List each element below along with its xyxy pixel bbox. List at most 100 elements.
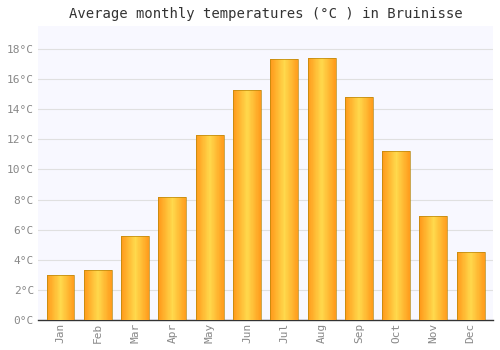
Bar (456, 252, 484, 320)
Bar (473, 252, 474, 320)
Bar (308, 58, 336, 320)
Bar (464, 252, 465, 320)
Bar (250, 90, 251, 320)
Bar (197, 135, 198, 320)
Bar (209, 135, 210, 320)
Bar (365, 97, 366, 320)
Bar (404, 151, 405, 320)
Bar (456, 252, 484, 320)
Bar (199, 135, 200, 320)
Bar (346, 97, 347, 320)
Bar (468, 252, 469, 320)
Bar (104, 270, 105, 320)
Bar (280, 60, 281, 320)
Bar (138, 236, 139, 320)
Bar (256, 90, 257, 320)
Bar (163, 196, 164, 320)
Bar (136, 236, 138, 320)
Bar (367, 97, 368, 320)
Bar (445, 216, 446, 320)
Bar (234, 90, 235, 320)
Bar (353, 97, 354, 320)
Bar (86, 270, 87, 320)
Bar (312, 58, 313, 320)
Bar (217, 135, 218, 320)
Bar (196, 135, 224, 320)
Bar (213, 135, 214, 320)
Bar (470, 252, 471, 320)
Bar (443, 216, 444, 320)
Bar (128, 236, 129, 320)
Bar (173, 196, 174, 320)
Bar (257, 90, 258, 320)
Bar (212, 135, 213, 320)
Bar (233, 90, 261, 320)
Bar (422, 216, 423, 320)
Bar (214, 135, 215, 320)
Bar (182, 196, 183, 320)
Bar (475, 252, 476, 320)
Bar (61, 275, 62, 320)
Bar (145, 236, 146, 320)
Bar (397, 151, 398, 320)
Bar (440, 216, 441, 320)
Bar (54, 275, 55, 320)
Bar (165, 196, 166, 320)
Bar (56, 275, 57, 320)
Bar (278, 60, 279, 320)
Bar (99, 270, 100, 320)
Bar (462, 252, 463, 320)
Bar (50, 275, 51, 320)
Bar (73, 275, 74, 320)
Bar (296, 60, 297, 320)
Bar (159, 196, 160, 320)
Bar (423, 216, 424, 320)
Bar (140, 236, 141, 320)
Bar (248, 90, 249, 320)
Bar (477, 252, 478, 320)
Bar (200, 135, 202, 320)
Bar (283, 60, 284, 320)
Bar (324, 58, 325, 320)
Bar (109, 270, 110, 320)
Bar (442, 216, 443, 320)
Bar (293, 60, 294, 320)
Bar (207, 135, 208, 320)
Bar (198, 135, 199, 320)
Bar (68, 275, 69, 320)
Bar (122, 236, 123, 320)
Bar (55, 275, 56, 320)
Bar (46, 275, 47, 320)
Bar (148, 236, 149, 320)
Bar (161, 196, 162, 320)
Bar (460, 252, 461, 320)
Bar (311, 58, 312, 320)
Bar (240, 90, 241, 320)
Bar (389, 151, 390, 320)
Bar (366, 97, 367, 320)
Bar (210, 135, 211, 320)
Bar (421, 216, 422, 320)
Bar (369, 97, 370, 320)
Bar (288, 60, 290, 320)
Bar (254, 90, 255, 320)
Bar (236, 90, 237, 320)
Bar (71, 275, 72, 320)
Bar (427, 216, 428, 320)
Bar (84, 270, 112, 320)
Bar (384, 151, 385, 320)
Bar (183, 196, 184, 320)
Bar (436, 216, 438, 320)
Bar (297, 60, 298, 320)
Bar (95, 270, 96, 320)
Bar (428, 216, 429, 320)
Bar (439, 216, 440, 320)
Bar (111, 270, 112, 320)
Bar (110, 270, 111, 320)
Bar (48, 275, 50, 320)
Bar (65, 275, 66, 320)
Bar (146, 236, 147, 320)
Bar (395, 151, 396, 320)
Bar (471, 252, 472, 320)
Bar (329, 58, 330, 320)
